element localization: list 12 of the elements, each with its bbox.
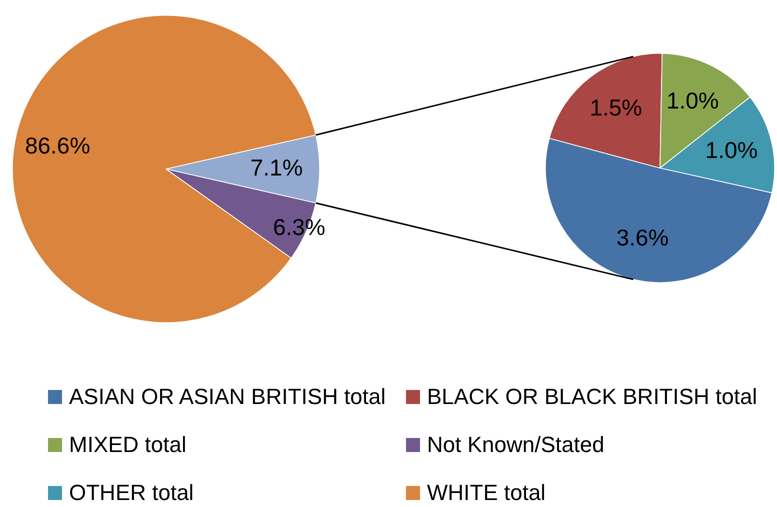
data-label: 1.0%: [666, 88, 719, 114]
data-label: 3.6%: [616, 224, 669, 251]
legend-label: WHITE total: [427, 480, 546, 505]
data-label: 1.5%: [590, 94, 642, 121]
data-label: 86.6%: [24, 132, 90, 159]
legend-label: BLACK OR BLACK BRITISH total: [427, 384, 758, 409]
data-label: 1.0%: [705, 137, 758, 164]
data-label: 7.1%: [250, 154, 303, 180]
legend-label: OTHER total: [69, 480, 194, 505]
legend-label: Not Known/Stated: [427, 432, 604, 457]
legend-label: MIXED total: [69, 432, 186, 457]
legend-label: ASIAN OR ASIAN BRITISH total: [69, 384, 386, 409]
